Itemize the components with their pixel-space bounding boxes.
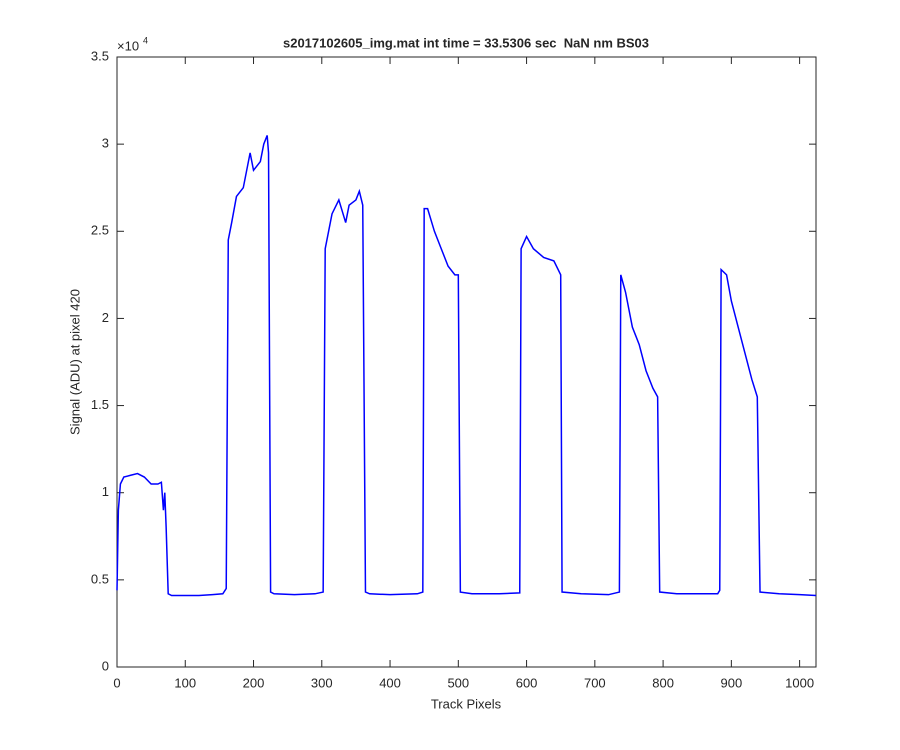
y-tick-label: 1.5 xyxy=(91,397,109,412)
y-tick-label: 3.5 xyxy=(91,48,109,63)
x-axis-label: Track Pixels xyxy=(431,696,502,711)
y-tick-label: 1 xyxy=(102,484,109,499)
x-tick-label: 800 xyxy=(652,675,674,690)
x-tick-label: 700 xyxy=(584,675,606,690)
x-tick-label: 900 xyxy=(721,675,743,690)
x-tick-label: 200 xyxy=(243,675,265,690)
x-tick-label: 300 xyxy=(311,675,333,690)
data-line xyxy=(116,135,817,597)
x-tick-label: 500 xyxy=(447,675,469,690)
plot-area xyxy=(116,56,817,668)
y-multiplier: ×10 xyxy=(117,38,139,53)
y-tick-label: 2 xyxy=(102,310,109,325)
x-tick-label: 400 xyxy=(379,675,401,690)
y-axis-label: Signal (ADU) at pixel 420 xyxy=(67,289,82,435)
x-tick-label: 1000 xyxy=(785,675,814,690)
y-multiplier-exponent: 4 xyxy=(143,35,148,45)
x-tick-label: 0 xyxy=(113,675,120,690)
y-tick-label: 0 xyxy=(102,658,109,673)
chart-title: s2017102605_img.mat int time = 33.5306 s… xyxy=(283,35,649,50)
y-tick-label: 3 xyxy=(102,136,109,151)
y-tick-label: 0.5 xyxy=(91,571,109,586)
x-tick-label: 100 xyxy=(174,675,196,690)
x-tick-label: 600 xyxy=(516,675,538,690)
y-tick-label: 2.5 xyxy=(91,223,109,238)
